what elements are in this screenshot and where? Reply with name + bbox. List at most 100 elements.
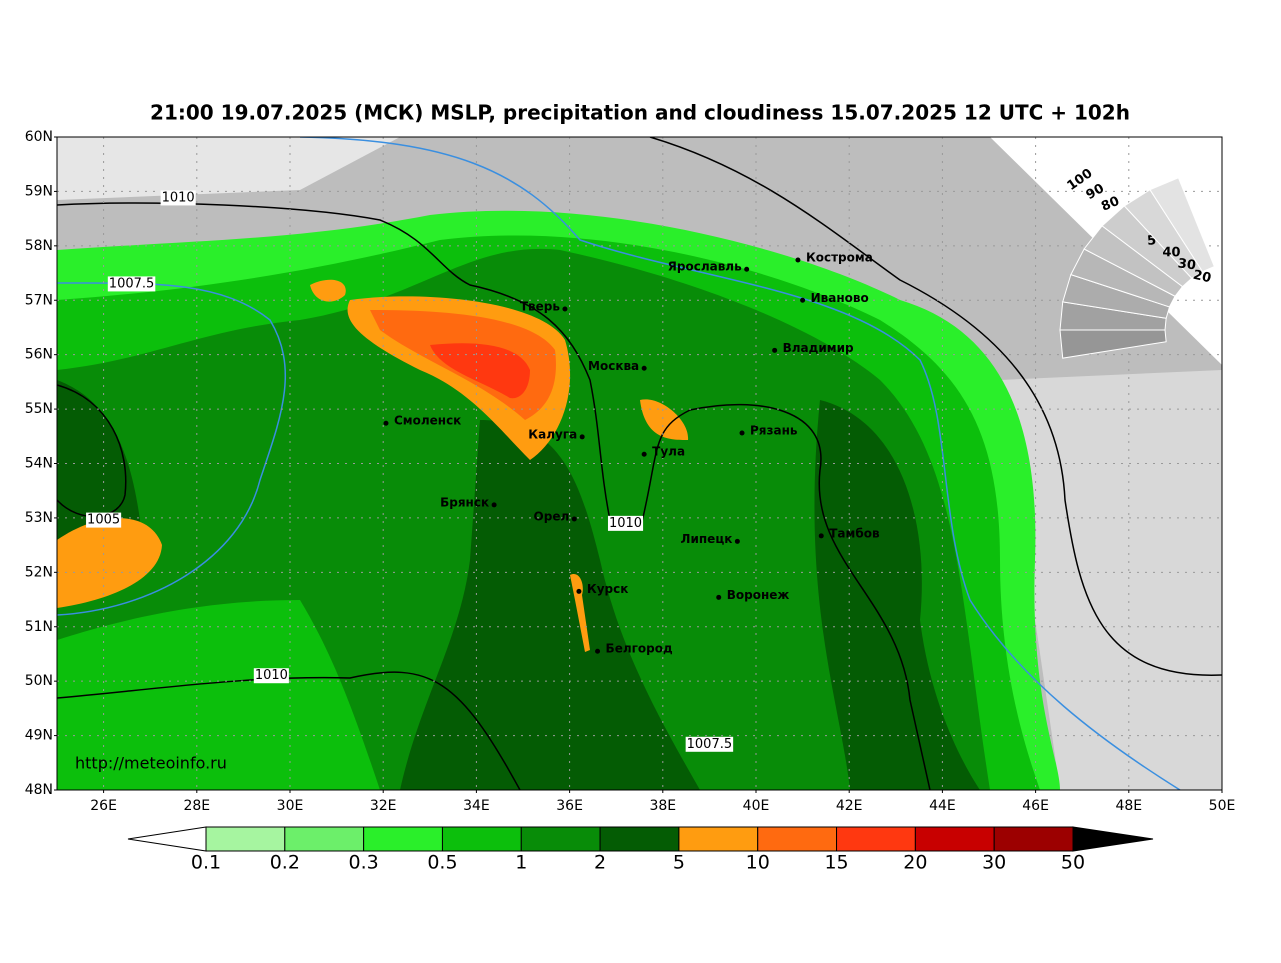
isobar-label-bg	[607, 515, 644, 531]
colorbar-label: 2	[594, 852, 606, 874]
lat-label: 56N	[25, 347, 53, 363]
isotherm	[57, 282, 287, 616]
lat-label: 60N	[25, 129, 53, 145]
colorbar-segment	[836, 826, 916, 852]
city-dot	[595, 648, 601, 654]
lon-label: 40E	[743, 798, 770, 814]
lon-label: 48E	[1115, 798, 1142, 814]
lon-label: 36E	[556, 798, 583, 814]
colorbar-segment	[757, 826, 838, 852]
city-dot	[795, 257, 801, 263]
city-label: Кострома	[806, 250, 873, 264]
lon-label: 38E	[649, 798, 676, 814]
isobar-label-bg	[107, 276, 156, 292]
isobar-label-bg	[160, 190, 196, 206]
lat-label: 54N	[25, 456, 53, 472]
city-label: Орел	[534, 510, 570, 524]
cloud-label: 40	[1162, 245, 1180, 260]
lon-label: 44E	[929, 798, 956, 814]
city-dot	[562, 306, 568, 312]
city-dot	[739, 430, 745, 436]
precip-area	[57, 380, 980, 790]
city-dot	[800, 297, 806, 303]
lat-label: 59N	[25, 183, 53, 199]
cloud-label: 30	[1177, 256, 1197, 273]
lat-label: 49N	[25, 728, 53, 744]
colorbar-under	[127, 826, 207, 852]
city-label: Тула	[652, 445, 685, 459]
colorbar-segment	[520, 826, 601, 852]
city-label: Тверь	[520, 299, 561, 313]
city-dot	[491, 502, 497, 508]
colorbar-label: 10	[746, 852, 770, 874]
lat-label: 58N	[25, 238, 53, 254]
colorbar-segment	[284, 826, 365, 852]
lat-label: 50N	[25, 673, 53, 689]
isobar-label: 1007.5	[109, 276, 155, 291]
lon-label: 26E	[90, 798, 117, 814]
isobar-label-bg	[685, 736, 734, 752]
lon-label: 30E	[277, 798, 304, 814]
colorbar-label: 15	[824, 852, 848, 874]
map-field: Кострома Ярославль Иваново Владимир Тверь Мос…	[57, 137, 1222, 790]
city-dot	[383, 420, 389, 426]
city-dot	[716, 594, 722, 600]
colorbar-segment	[205, 826, 286, 852]
cloud-label: 80	[1099, 194, 1122, 215]
lon-label: 28E	[183, 798, 210, 814]
lon-label: 46E	[1022, 798, 1049, 814]
isobar	[57, 384, 127, 517]
colorbar-label: 0.1	[191, 852, 221, 874]
isobar-label-bg	[253, 668, 289, 684]
colorbar-over	[1072, 826, 1154, 852]
city-label: Тамбов	[829, 526, 880, 540]
city-dot	[641, 365, 647, 371]
lat-label: 52N	[25, 564, 53, 580]
city-dot	[818, 533, 824, 539]
city-label: Рязань	[750, 424, 798, 438]
isobar-label: 1010	[255, 668, 288, 683]
lon-label: 34E	[463, 798, 490, 814]
isobar-label: 1007.5	[687, 737, 733, 752]
colorbar-segment	[441, 826, 522, 852]
cloud-wedge	[1149, 177, 1215, 273]
colorbar-label: 20	[903, 852, 927, 874]
cloud-area	[57, 137, 400, 200]
title: 21:00 19.07.2025 (МСК) MSLP, precipitati…	[150, 101, 1130, 125]
city-label: Ярославль	[668, 260, 742, 274]
precip-area	[430, 343, 530, 399]
colorbar-segment	[363, 826, 443, 852]
city-label: Иваново	[811, 291, 869, 305]
city-label: Курск	[587, 582, 628, 596]
city-label: Воронеж	[727, 588, 790, 602]
city-label: Липецк	[681, 532, 733, 546]
cloud-area	[1000, 370, 1222, 790]
colorbar-segment	[678, 826, 759, 852]
isobar	[57, 671, 521, 790]
colorbar-label: 30	[982, 852, 1006, 874]
city-dot	[641, 451, 647, 457]
city-dot	[576, 588, 582, 594]
watermark: http://meteoinfo.ru	[75, 754, 227, 773]
lon-label: 32E	[370, 798, 397, 814]
isobar-label: 1010	[162, 190, 195, 205]
colorbar-segment	[993, 826, 1074, 852]
lat-label: 48N	[25, 782, 53, 798]
city-label: Москва	[588, 359, 639, 373]
isobar	[57, 202, 931, 790]
city-label: Брянск	[440, 495, 489, 509]
lat-label: 51N	[25, 619, 53, 635]
city-dot	[571, 516, 577, 522]
lat-label: 57N	[25, 292, 53, 308]
colorbar-label: 0.5	[427, 852, 457, 874]
lon-label: 42E	[836, 798, 863, 814]
city-label: Белгород	[606, 642, 673, 656]
isobar	[649, 137, 1222, 676]
city-label: Владимир	[783, 341, 854, 355]
lat-label: 53N	[25, 510, 53, 526]
cloud-label: 20	[1191, 268, 1212, 287]
lon-label: 50E	[1209, 798, 1236, 814]
colorbar-label: 0.3	[349, 852, 379, 874]
